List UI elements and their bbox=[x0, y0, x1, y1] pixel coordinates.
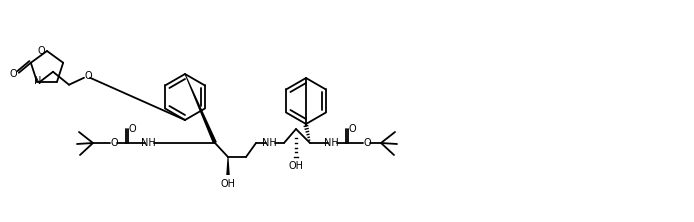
Text: NH: NH bbox=[323, 138, 339, 148]
Text: N: N bbox=[34, 76, 42, 86]
Text: O: O bbox=[363, 138, 371, 148]
Text: OH: OH bbox=[221, 179, 235, 189]
Polygon shape bbox=[185, 74, 217, 144]
Text: O: O bbox=[110, 138, 118, 148]
Text: NH: NH bbox=[262, 138, 276, 148]
Text: NH: NH bbox=[141, 138, 155, 148]
Text: O: O bbox=[37, 46, 45, 56]
Text: O: O bbox=[9, 69, 17, 79]
Polygon shape bbox=[226, 157, 230, 175]
Text: O: O bbox=[84, 71, 92, 81]
Text: O: O bbox=[348, 124, 356, 134]
Text: OH: OH bbox=[289, 161, 303, 171]
Text: O: O bbox=[128, 124, 136, 134]
